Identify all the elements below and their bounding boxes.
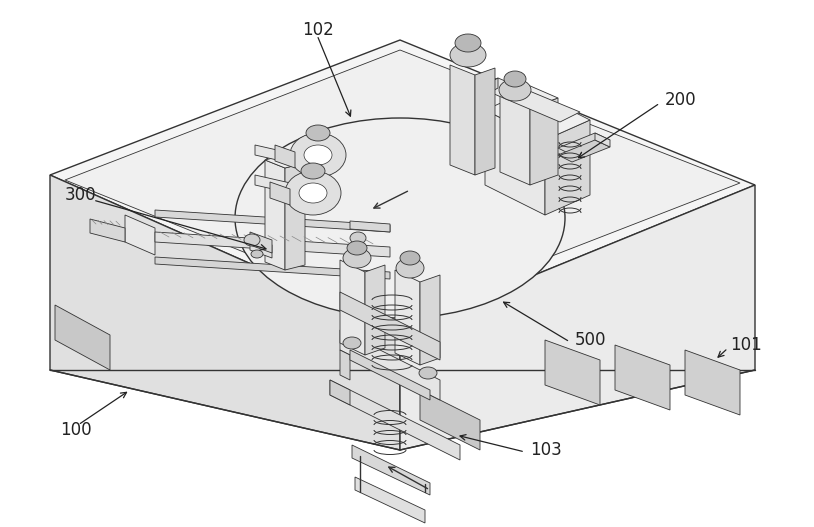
Polygon shape (255, 145, 330, 172)
Polygon shape (350, 221, 390, 232)
Polygon shape (420, 275, 440, 365)
Polygon shape (355, 477, 425, 523)
Polygon shape (265, 160, 285, 270)
Polygon shape (485, 110, 545, 215)
Ellipse shape (499, 79, 531, 101)
Text: 200: 200 (665, 91, 697, 109)
Polygon shape (285, 163, 305, 270)
Ellipse shape (419, 367, 437, 379)
Polygon shape (595, 133, 610, 147)
Polygon shape (530, 98, 558, 185)
Ellipse shape (504, 71, 526, 87)
Polygon shape (475, 68, 495, 175)
Polygon shape (685, 350, 740, 415)
Polygon shape (352, 445, 430, 495)
Polygon shape (365, 265, 385, 355)
Ellipse shape (306, 125, 330, 141)
Polygon shape (558, 140, 610, 162)
Polygon shape (250, 237, 272, 258)
Polygon shape (255, 175, 330, 202)
Polygon shape (558, 133, 610, 155)
Text: 103: 103 (530, 441, 562, 459)
Polygon shape (545, 120, 590, 215)
Ellipse shape (304, 145, 332, 165)
Polygon shape (500, 95, 530, 185)
Ellipse shape (244, 234, 260, 246)
Ellipse shape (301, 163, 325, 179)
Polygon shape (270, 182, 290, 205)
Ellipse shape (251, 250, 263, 258)
Ellipse shape (290, 133, 346, 177)
Text: 101: 101 (730, 336, 762, 354)
Polygon shape (480, 78, 580, 122)
Polygon shape (125, 215, 155, 255)
Polygon shape (420, 390, 480, 450)
Polygon shape (350, 350, 430, 400)
Text: 100: 100 (60, 421, 92, 439)
Ellipse shape (450, 43, 486, 67)
Polygon shape (450, 65, 475, 175)
Ellipse shape (343, 248, 371, 268)
Polygon shape (50, 40, 755, 330)
Polygon shape (275, 145, 295, 168)
Ellipse shape (235, 118, 565, 318)
Ellipse shape (299, 183, 327, 203)
Polygon shape (155, 257, 390, 279)
Polygon shape (615, 345, 670, 410)
Polygon shape (65, 50, 740, 315)
Polygon shape (250, 232, 272, 253)
Polygon shape (55, 305, 110, 370)
Ellipse shape (285, 171, 341, 215)
Polygon shape (155, 210, 390, 232)
Polygon shape (155, 232, 390, 257)
Polygon shape (90, 219, 125, 242)
Polygon shape (340, 350, 350, 380)
Ellipse shape (396, 258, 424, 278)
Polygon shape (485, 90, 590, 140)
Polygon shape (480, 78, 498, 98)
Text: 500: 500 (575, 331, 606, 349)
Polygon shape (395, 270, 420, 365)
Ellipse shape (350, 232, 366, 244)
Polygon shape (265, 155, 305, 168)
Polygon shape (340, 260, 365, 355)
Ellipse shape (400, 251, 420, 265)
Polygon shape (545, 340, 600, 405)
Text: 102: 102 (302, 21, 334, 39)
Ellipse shape (455, 34, 481, 52)
Polygon shape (330, 380, 350, 405)
Polygon shape (340, 330, 440, 400)
Polygon shape (330, 380, 460, 460)
Polygon shape (50, 175, 400, 450)
Ellipse shape (347, 241, 367, 255)
Text: 300: 300 (65, 186, 97, 204)
Polygon shape (500, 85, 558, 108)
Polygon shape (340, 292, 440, 360)
Ellipse shape (343, 337, 361, 349)
Polygon shape (400, 185, 755, 450)
